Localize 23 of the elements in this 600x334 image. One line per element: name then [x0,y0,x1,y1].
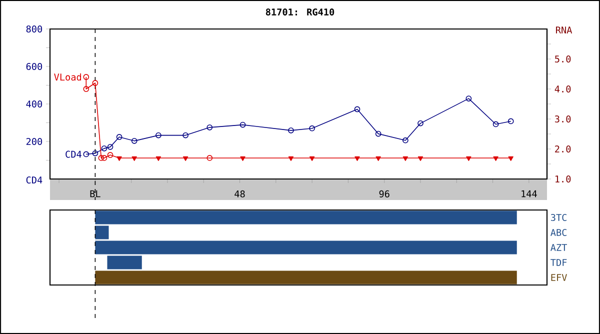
y-tick-label: 200 [26,138,42,146]
series-label: VLoad [54,73,82,81]
y2-tick-label: 5.0 [555,55,571,63]
x-tick-label: 48 [234,190,245,198]
x-tick-label: BL [90,190,100,198]
y-tick-label: EFV [551,274,567,281]
y-tick-label: AZT [550,244,568,251]
y-tick-label: TDF [550,259,567,266]
y2-axis-title: RNA [556,26,572,34]
y-axis-title: CD4 [26,176,42,184]
y-tick-label: ABC [550,228,567,236]
y-tick-label: 600 [26,62,42,70]
y-tick-label: 800 [26,25,42,33]
y2-tick-label: 1.0 [556,175,571,183]
y2-tick-label: 3.0 [555,115,571,123]
x-tick-label: 144 [522,190,537,198]
y2-tick-label: 2.0 [555,145,571,153]
y-tick-label: 400 [26,100,42,108]
chart-title: 81701: RG410 [266,8,334,16]
y-tick-label: 3TC [551,214,567,222]
x-tick-label: 96 [379,190,390,198]
series-label: CD4 [66,150,82,158]
y2-tick-label: 4.0 [554,85,571,93]
